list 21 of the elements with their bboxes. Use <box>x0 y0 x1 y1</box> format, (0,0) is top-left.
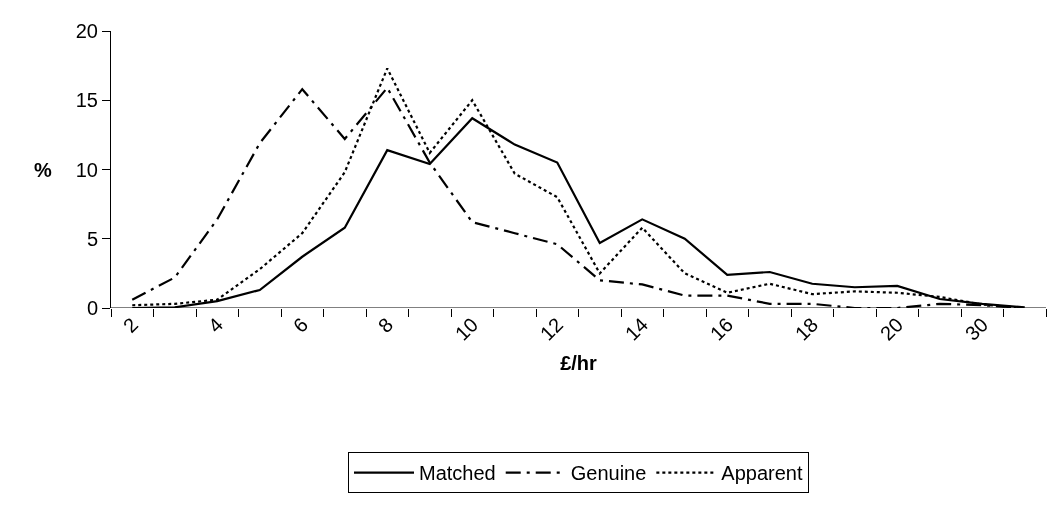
legend-label: Matched <box>419 462 496 485</box>
x-tick-label: 12 <box>535 313 568 345</box>
y-tick-label: 0 <box>86 297 98 319</box>
y-tick-label: 5 <box>86 227 98 250</box>
x-tick-label: 4 <box>203 313 228 337</box>
x-tick-label: 6 <box>288 313 313 337</box>
y-tick-label: 10 <box>75 158 98 181</box>
y-tick-label: 20 <box>75 20 98 42</box>
x-tick-label: 8 <box>373 313 398 337</box>
x-tick-label: 2 <box>118 313 143 337</box>
y-tick-label: 15 <box>75 89 98 112</box>
x-tick-label: 20 <box>875 313 908 345</box>
x-tick-label: 18 <box>790 313 823 345</box>
y-axis-title: % <box>34 159 52 181</box>
x-tick-label: 14 <box>620 313 653 345</box>
x-tick-label: 10 <box>450 313 483 345</box>
x-tick-label: 16 <box>705 313 738 345</box>
x-axis-title: £/hr <box>560 352 598 375</box>
legend-label: Apparent <box>721 462 803 485</box>
x-tick-label: 30 <box>960 313 993 345</box>
legend-label: Genuine <box>570 462 647 485</box>
